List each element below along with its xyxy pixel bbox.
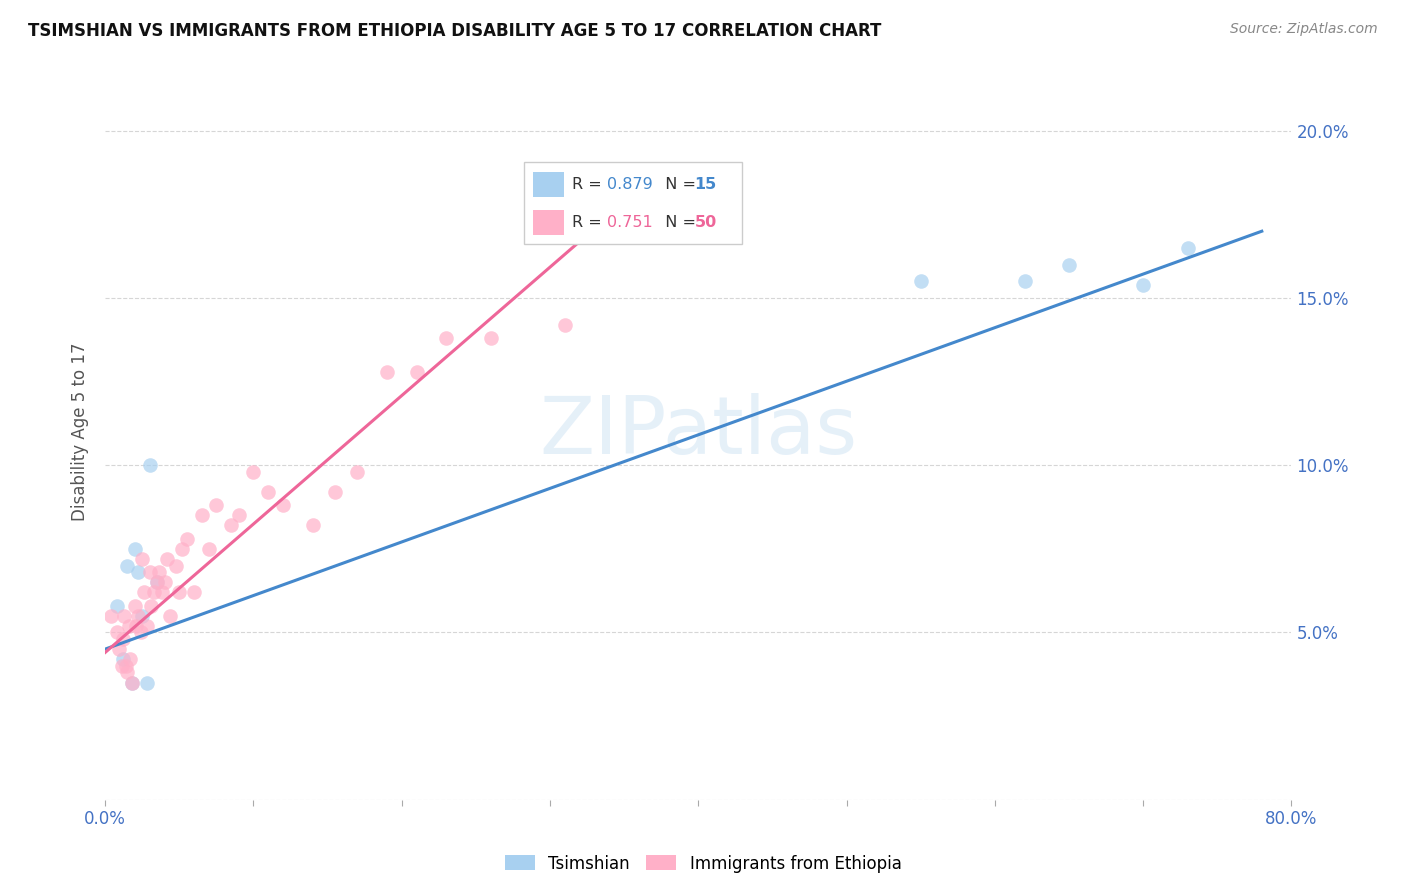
Text: 0.751: 0.751 bbox=[607, 215, 652, 229]
Point bbox=[405, 365, 427, 379]
Point bbox=[219, 518, 242, 533]
Text: N =: N = bbox=[655, 177, 702, 192]
Point bbox=[124, 541, 146, 556]
Point bbox=[117, 665, 139, 680]
Point bbox=[105, 599, 128, 613]
Text: 50: 50 bbox=[695, 215, 717, 229]
Point bbox=[143, 585, 166, 599]
Point bbox=[1132, 277, 1154, 292]
Point bbox=[205, 499, 228, 513]
Point bbox=[165, 558, 187, 573]
Y-axis label: Disability Age 5 to 17: Disability Age 5 to 17 bbox=[72, 343, 89, 521]
Point bbox=[1014, 274, 1036, 288]
Point bbox=[127, 608, 149, 623]
Text: TSIMSHIAN VS IMMIGRANTS FROM ETHIOPIA DISABILITY AGE 5 TO 17 CORRELATION CHART: TSIMSHIAN VS IMMIGRANTS FROM ETHIOPIA DI… bbox=[28, 22, 882, 40]
Point bbox=[257, 485, 280, 500]
Point bbox=[118, 618, 141, 632]
Point bbox=[554, 318, 576, 332]
Point bbox=[159, 608, 181, 623]
Text: Source: ZipAtlas.com: Source: ZipAtlas.com bbox=[1230, 22, 1378, 37]
Point bbox=[135, 675, 157, 690]
Point bbox=[479, 331, 502, 345]
Point bbox=[124, 599, 146, 613]
Point bbox=[120, 652, 142, 666]
Point bbox=[1057, 258, 1080, 272]
Bar bbox=[533, 172, 564, 196]
Point bbox=[375, 365, 398, 379]
Point bbox=[115, 658, 138, 673]
Point bbox=[271, 499, 294, 513]
Point bbox=[131, 551, 153, 566]
Point bbox=[190, 508, 212, 523]
Point bbox=[146, 575, 169, 590]
Point bbox=[228, 508, 250, 523]
Point bbox=[169, 585, 191, 599]
Point bbox=[598, 197, 620, 211]
Point bbox=[132, 585, 155, 599]
Text: 15: 15 bbox=[695, 177, 717, 192]
Point bbox=[346, 465, 368, 479]
Point bbox=[183, 585, 205, 599]
Text: R =: R = bbox=[572, 177, 607, 192]
Point bbox=[434, 331, 457, 345]
Point bbox=[323, 485, 346, 500]
Point bbox=[135, 618, 157, 632]
Point bbox=[100, 608, 122, 623]
Point bbox=[138, 565, 160, 579]
Point bbox=[121, 675, 143, 690]
Point bbox=[242, 465, 264, 479]
Point bbox=[301, 518, 323, 533]
Text: ZIPatlas: ZIPatlas bbox=[540, 392, 858, 471]
Point bbox=[131, 608, 153, 623]
Point bbox=[105, 625, 128, 640]
Point bbox=[129, 625, 152, 640]
Point bbox=[110, 658, 132, 673]
Point bbox=[172, 541, 194, 556]
Point bbox=[114, 608, 136, 623]
Text: R =: R = bbox=[572, 215, 607, 229]
Point bbox=[198, 541, 221, 556]
Bar bbox=[533, 210, 564, 235]
Point bbox=[125, 618, 148, 632]
Point bbox=[111, 652, 134, 666]
Point bbox=[1177, 241, 1199, 255]
Point bbox=[121, 675, 143, 690]
Legend: Tsimshian, Immigrants from Ethiopia: Tsimshian, Immigrants from Ethiopia bbox=[498, 848, 908, 880]
Point bbox=[127, 565, 149, 579]
Point bbox=[148, 565, 170, 579]
Point bbox=[111, 632, 134, 646]
Point bbox=[146, 575, 169, 590]
Point bbox=[141, 599, 163, 613]
Point bbox=[153, 575, 176, 590]
Point bbox=[150, 585, 173, 599]
Point bbox=[910, 274, 932, 288]
Point bbox=[156, 551, 179, 566]
Text: N =: N = bbox=[655, 215, 702, 229]
Point bbox=[176, 532, 198, 546]
Point bbox=[138, 458, 160, 473]
Point bbox=[117, 558, 139, 573]
Point bbox=[702, 164, 724, 178]
Point bbox=[107, 642, 129, 657]
Text: 0.879: 0.879 bbox=[607, 177, 652, 192]
